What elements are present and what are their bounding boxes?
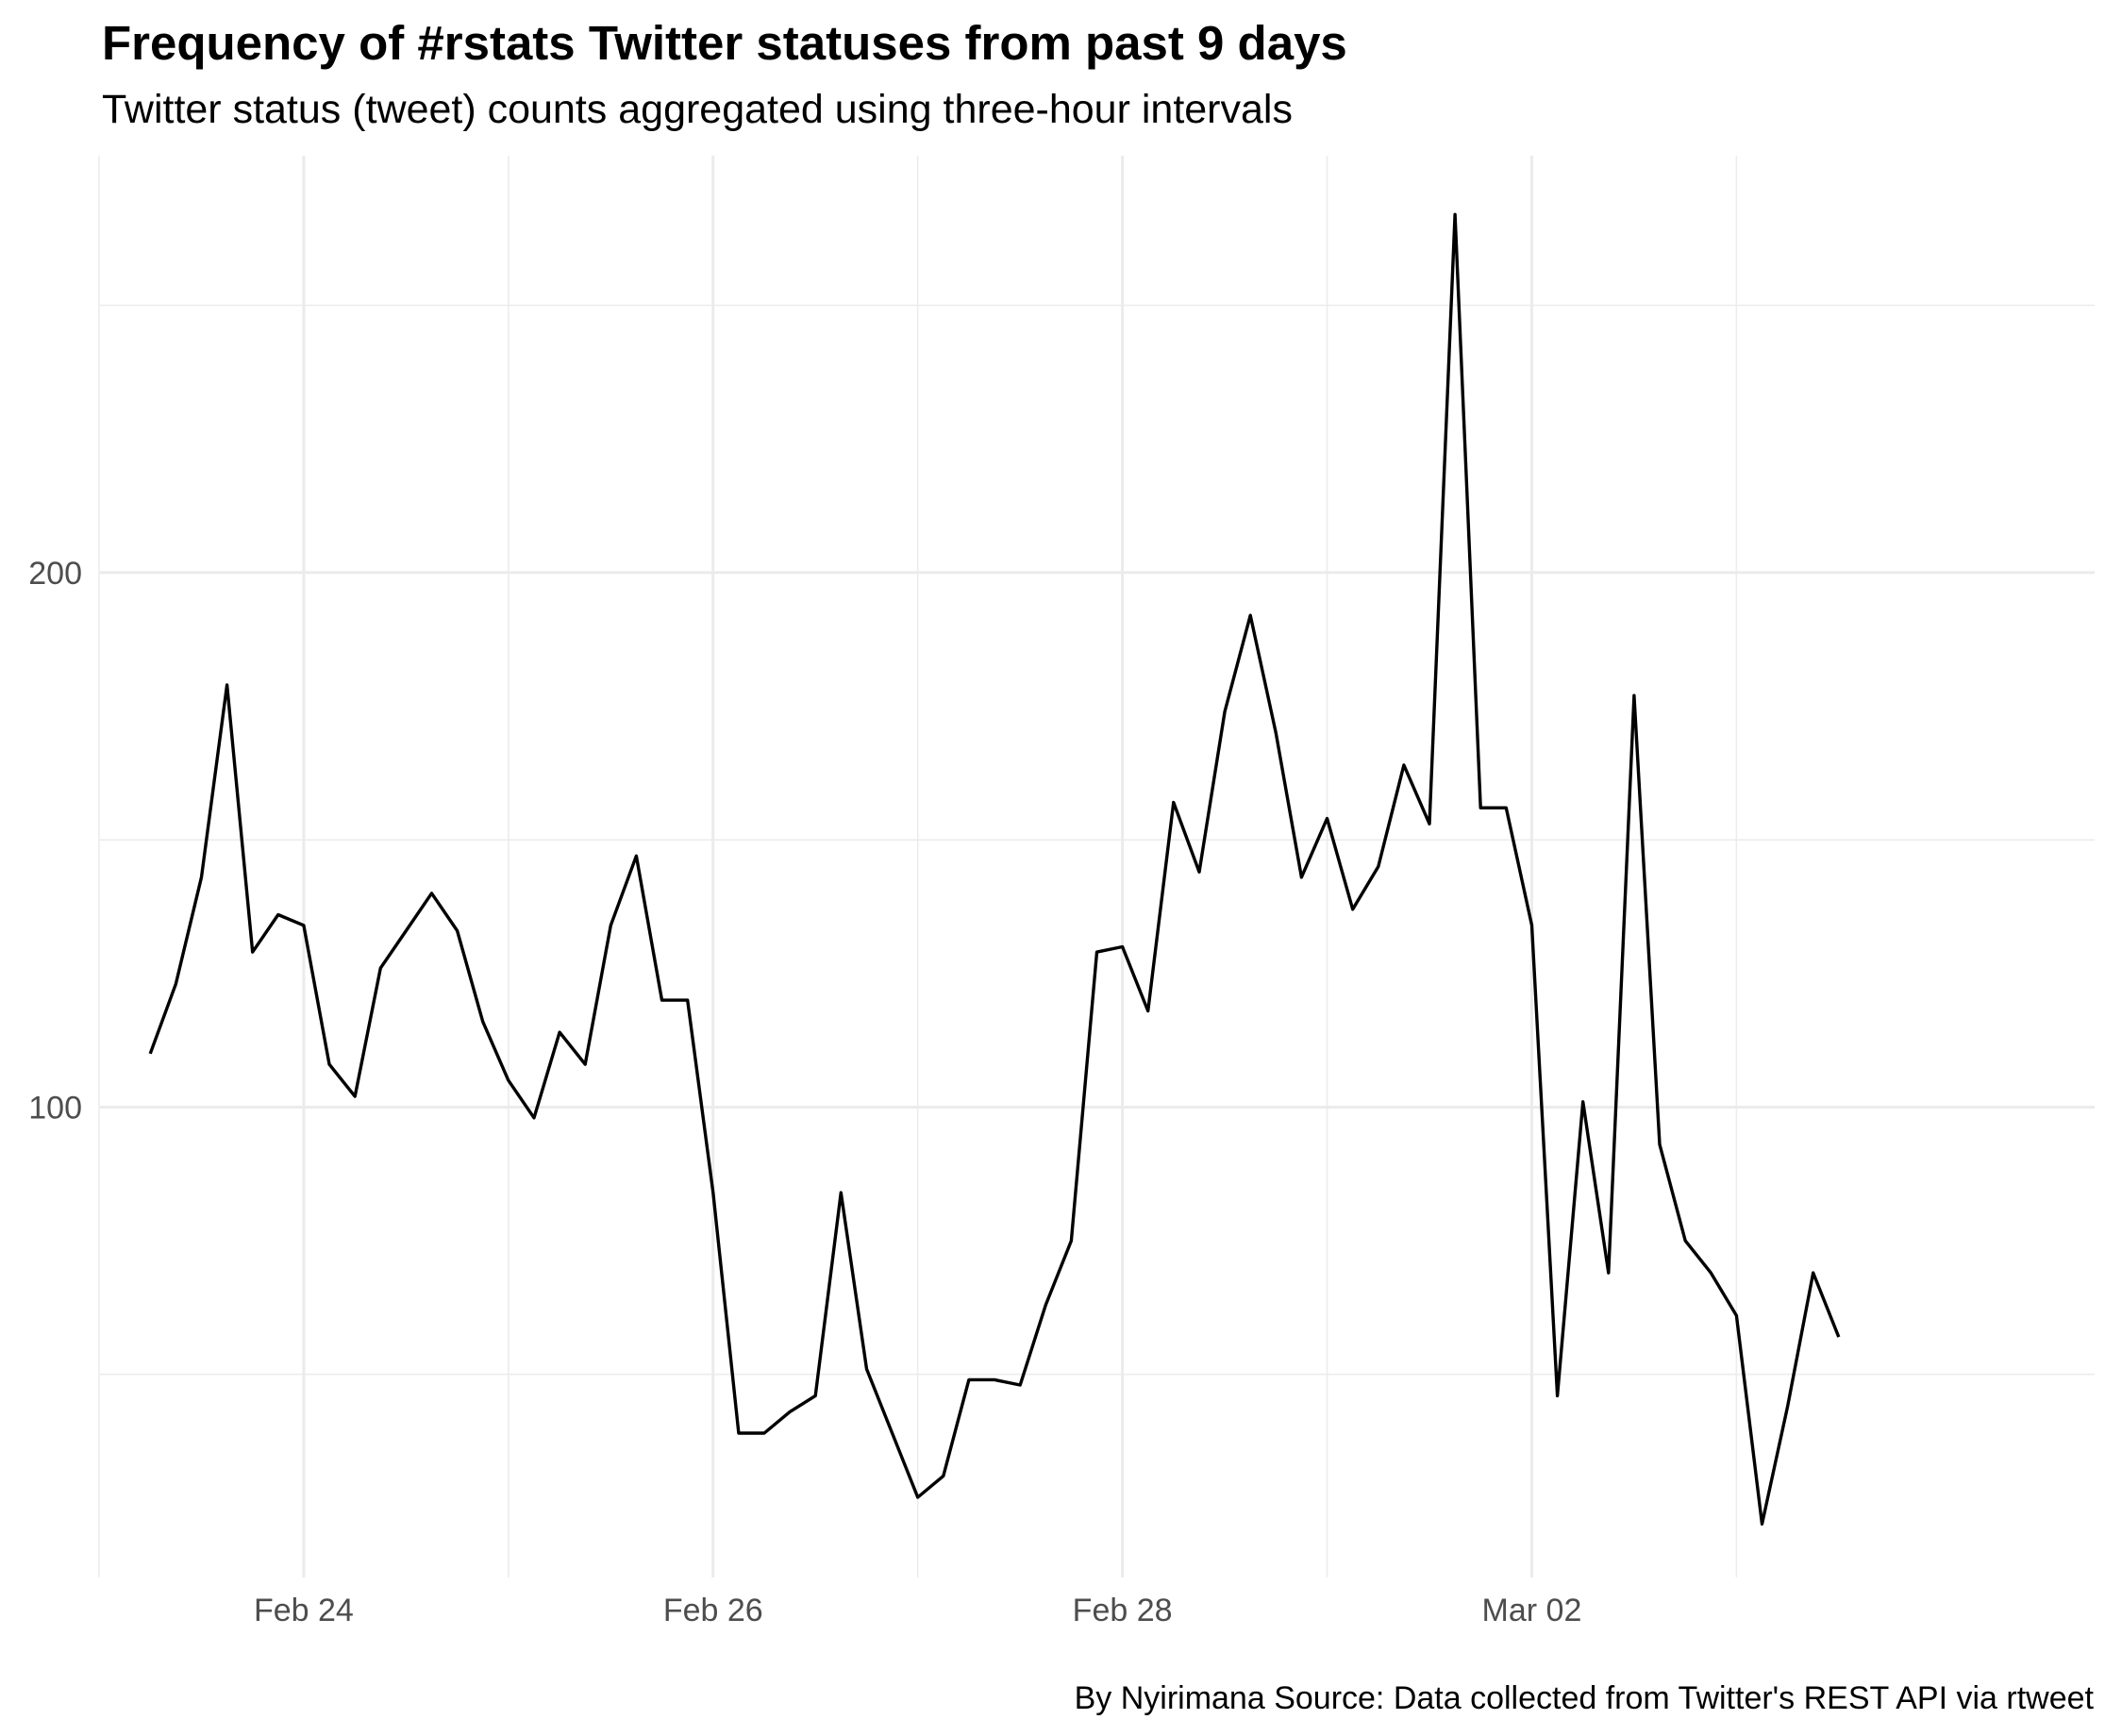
data-point xyxy=(558,1030,561,1034)
data-point xyxy=(660,998,664,1002)
data-point xyxy=(1709,1271,1712,1275)
data-point xyxy=(251,950,255,954)
data-point xyxy=(1121,945,1125,949)
data-point xyxy=(993,1377,996,1381)
data-point xyxy=(1786,1405,1790,1409)
x-tick-label: Mar 02 xyxy=(1482,1593,1582,1628)
data-point xyxy=(583,1062,587,1066)
data-point xyxy=(1095,950,1099,954)
data-point xyxy=(1581,1100,1585,1104)
data-point xyxy=(378,966,382,970)
data-point xyxy=(1044,1303,1047,1307)
x-axis-labels: Feb 24 Feb 26 Feb 28 Mar 02 xyxy=(254,1593,1581,1628)
data-point xyxy=(532,1116,536,1120)
data-point xyxy=(507,1078,510,1082)
data-point xyxy=(686,998,690,1002)
data-point xyxy=(1453,212,1457,216)
data-point xyxy=(788,1410,792,1413)
data-point xyxy=(1761,1522,1764,1526)
data-point xyxy=(1351,908,1355,911)
minor-gridlines xyxy=(98,156,2095,1577)
series-line xyxy=(148,212,1841,1527)
data-point xyxy=(634,854,638,858)
chart-subtitle: Twitter status (tweet) counts aggregated… xyxy=(102,87,1293,132)
data-point xyxy=(942,1474,945,1477)
x-tick-label: Feb 26 xyxy=(663,1593,763,1628)
data-point xyxy=(1734,1313,1738,1317)
data-point xyxy=(1632,693,1636,697)
y-tick-label: 100 xyxy=(28,1090,82,1126)
data-point xyxy=(1607,1271,1611,1275)
chart-caption: By Nyirimana Source: Data collected from… xyxy=(1074,1680,2094,1716)
data-point xyxy=(967,1377,971,1381)
data-point xyxy=(1530,924,1534,927)
data-point xyxy=(737,1431,741,1435)
data-point xyxy=(1299,876,1303,879)
data-point xyxy=(1837,1335,1841,1339)
data-point xyxy=(226,683,229,687)
data-point xyxy=(200,876,204,879)
data-point xyxy=(174,982,177,986)
data-point xyxy=(1248,613,1252,617)
data-point xyxy=(327,1062,331,1066)
series-layer xyxy=(148,212,1841,1527)
data-point xyxy=(1812,1271,1815,1275)
data-point xyxy=(891,1431,894,1435)
data-point xyxy=(1146,1010,1150,1013)
data-point xyxy=(1018,1383,1022,1387)
data-point xyxy=(1556,1394,1560,1397)
data-point xyxy=(1197,870,1201,874)
data-point xyxy=(1274,731,1278,735)
major-gridlines xyxy=(99,156,2095,1577)
data-point xyxy=(1504,806,1508,810)
data-point xyxy=(430,892,434,895)
data-point xyxy=(813,1394,817,1397)
chart-title: Frequency of #rstats Twitter statuses fr… xyxy=(102,16,1347,70)
data-point xyxy=(276,913,280,917)
data-point xyxy=(609,924,612,927)
data-point xyxy=(1377,865,1380,869)
data-point xyxy=(302,924,306,927)
y-axis-labels: 100 200 xyxy=(28,556,82,1127)
data-point xyxy=(353,1094,357,1098)
y-tick-label: 200 xyxy=(28,556,82,592)
data-point xyxy=(1428,822,1431,826)
data-point xyxy=(1479,806,1482,810)
data-point xyxy=(711,1191,715,1194)
data-point xyxy=(404,929,408,933)
data-point xyxy=(1658,1143,1662,1146)
data-point xyxy=(481,1020,485,1024)
data-point xyxy=(762,1431,766,1435)
data-point xyxy=(1683,1239,1687,1243)
data-point xyxy=(865,1367,869,1371)
x-tick-label: Feb 24 xyxy=(254,1593,354,1628)
data-point xyxy=(456,929,459,933)
data-point xyxy=(1223,709,1227,713)
data-point xyxy=(1069,1239,1073,1243)
data-point xyxy=(839,1191,843,1194)
data-point xyxy=(1326,817,1329,821)
x-tick-label: Feb 28 xyxy=(1073,1593,1173,1628)
data-point xyxy=(1402,763,1406,767)
data-point xyxy=(148,1052,152,1056)
data-point xyxy=(1172,801,1176,805)
data-point xyxy=(916,1495,920,1499)
